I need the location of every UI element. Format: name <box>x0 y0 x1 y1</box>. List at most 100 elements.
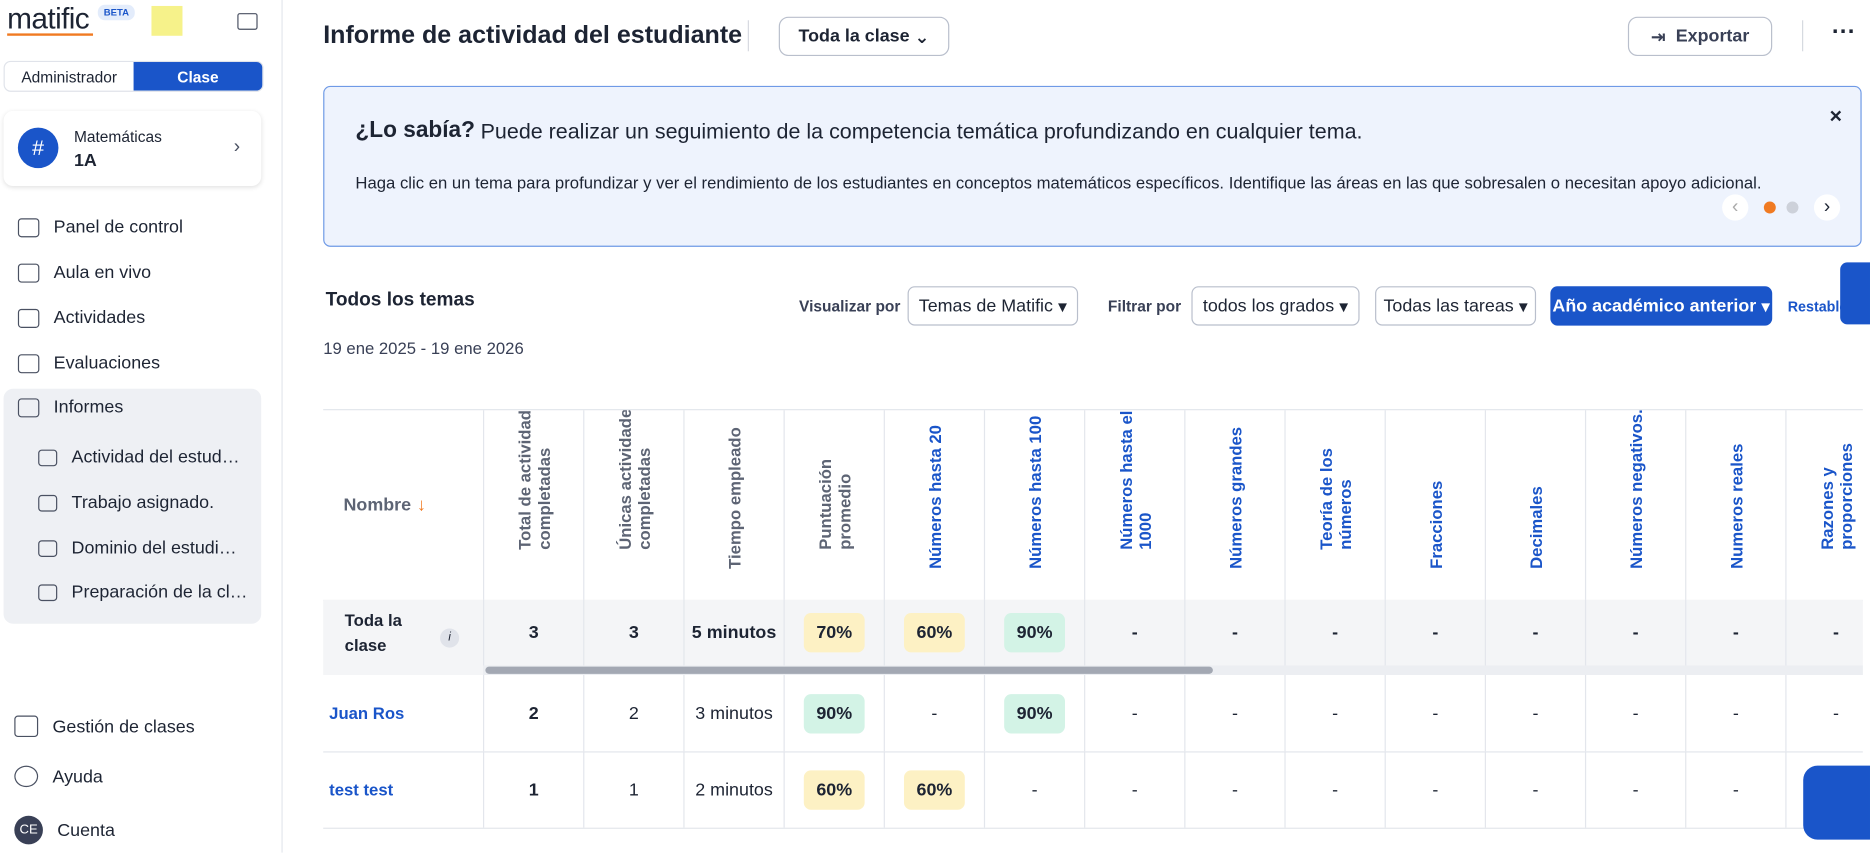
score-pill: 60% <box>904 612 965 653</box>
table-cell: - <box>1685 599 1785 666</box>
help-tab[interactable] <box>1840 262 1870 325</box>
nav-item[interactable]: Panel de control <box>17 217 183 237</box>
column-header[interactable]: Numeros reales <box>1685 410 1785 600</box>
more-menu[interactable]: ··· <box>1831 19 1856 46</box>
column-header[interactable]: Números negativos. <box>1584 410 1685 600</box>
column-header[interactable]: Números hasta 20 <box>883 410 984 600</box>
nav-item[interactable]: Informes <box>17 397 123 417</box>
student-name[interactable]: test test <box>329 779 394 799</box>
cell-text: - <box>1131 779 1138 800</box>
cell-text: - <box>1332 703 1339 724</box>
nav-icon <box>17 353 40 373</box>
tip-banner: ¿Lo sabía? Puede realizar un seguimiento… <box>323 85 1862 247</box>
dot[interactable] <box>1786 201 1799 214</box>
class-icon: # <box>17 127 59 169</box>
nav-item[interactable]: Ayuda <box>14 765 103 788</box>
nav-item[interactable]: Gestión de clases <box>14 715 195 738</box>
column-header: Únicas actividades completadas <box>583 410 683 600</box>
table-cell: 1 <box>483 751 583 828</box>
cell-text: - <box>1532 779 1539 800</box>
row-line <box>323 751 1863 753</box>
table-cell: - <box>1785 599 1870 666</box>
class-card[interactable]: # Matemáticas 1A › <box>3 110 262 187</box>
next-button[interactable]: › <box>1813 194 1841 221</box>
column-header-text: Números hasta 20 <box>924 425 944 569</box>
column-header[interactable]: Números hasta 100 <box>983 410 1084 600</box>
score-pill: 90% <box>804 693 865 733</box>
nav-icon <box>17 397 40 417</box>
column-header[interactable]: Teoría de los números <box>1284 410 1384 600</box>
report-item[interactable]: Actividad del estud… <box>38 447 240 467</box>
nav-item[interactable]: Evaluaciones <box>17 353 160 373</box>
row-line <box>323 827 1863 829</box>
column-header-text: Números grandes <box>1225 426 1245 569</box>
tab[interactable]: Administrador <box>21 67 117 86</box>
info-icon[interactable]: i <box>440 628 460 648</box>
filter-text: todos los grados <box>1202 295 1335 317</box>
cell-text: 1 <box>628 779 639 800</box>
student-name[interactable]: Juan Ros <box>329 703 405 723</box>
column-header[interactable]: Números grandes <box>1184 410 1284 600</box>
table-cell: - <box>1685 675 1785 752</box>
view-label: Visualizar por <box>799 296 901 315</box>
nav-item[interactable]: Actividades <box>17 308 145 328</box>
row-line <box>323 409 1863 411</box>
nav-icon <box>38 449 58 466</box>
cell-text: - <box>1432 622 1439 643</box>
table-cell: - <box>1384 751 1485 828</box>
nav-item[interactable]: CE Cuenta <box>14 815 115 845</box>
table-cell: 90% <box>783 675 884 752</box>
score-pill: 60% <box>904 769 965 810</box>
reset-link[interactable]: Restable <box>1787 298 1848 315</box>
cell-text: 5 minutos <box>691 622 777 643</box>
table-cell: - <box>1184 675 1284 752</box>
cell-text: - <box>1031 779 1038 800</box>
nav-text: Trabajo asignado. <box>71 492 215 513</box>
report-item[interactable]: Trabajo asignado. <box>38 493 214 513</box>
column-header[interactable]: Razones y proporciones <box>1785 410 1870 600</box>
report-item[interactable]: Preparación de la cl… <box>38 582 248 602</box>
column-header[interactable]: Decimales <box>1484 410 1585 600</box>
scrollbar-thumb[interactable] <box>485 666 1213 674</box>
nav-text: Cuenta <box>57 819 115 841</box>
column-header[interactable]: Fracciones <box>1384 410 1485 600</box>
nav-text: Dominio del estudi… <box>71 537 237 559</box>
table-cell: - <box>1284 675 1384 752</box>
chat-button[interactable] <box>1803 765 1870 840</box>
table-cell: 3 <box>483 599 583 666</box>
column-header[interactable]: Números hasta el 1000 <box>1084 410 1184 600</box>
close-button[interactable]: × <box>1829 103 1842 128</box>
grade-filter[interactable]: todos los grados ▾ <box>1191 286 1360 326</box>
name-header[interactable]: Nombre ↓ <box>343 495 426 515</box>
table-cell: - <box>1384 675 1485 752</box>
export-button[interactable]: ⇥ Exportar <box>1627 16 1773 57</box>
dot[interactable] <box>1763 201 1776 214</box>
cell-text: 3 <box>628 622 639 643</box>
prev-button[interactable]: ‹ <box>1722 194 1749 221</box>
task-filter[interactable]: Todas las tareas ▾ <box>1375 286 1537 326</box>
subject: Matemáticas <box>73 127 162 146</box>
table-cell: - <box>1785 675 1870 752</box>
table-cell: - <box>1384 599 1485 666</box>
collapse-icon[interactable] <box>237 13 258 30</box>
column-header-text: Números negativos. <box>1626 410 1646 569</box>
filter-text: Año académico anterior <box>1552 295 1757 317</box>
table-cell: 60% <box>883 751 984 828</box>
nav-item[interactable]: Aula en vivo <box>17 262 151 283</box>
report-item[interactable]: Dominio del estudi… <box>38 537 237 559</box>
table-cell: 70% <box>783 599 884 666</box>
nav-icon <box>17 217 40 237</box>
column-header-text: Fracciones <box>1425 480 1445 569</box>
cell-text: - <box>1432 703 1439 724</box>
year-filter[interactable]: Año académico anterior ▾ <box>1550 286 1773 326</box>
cell-text: 3 minutos <box>695 703 773 724</box>
nav-icon <box>14 715 39 738</box>
logo[interactable]: matific <box>7 2 90 36</box>
column-header-text: Numeros reales <box>1726 443 1746 569</box>
class-select[interactable]: Toda la clase ⌄ <box>778 16 950 57</box>
tab[interactable]: Clase <box>133 62 263 91</box>
date-range: 19 ene 2025 - 19 ene 2026 <box>323 338 524 358</box>
view-select[interactable]: Temas de Matific ▾ <box>907 286 1079 326</box>
filter-label: Filtrar por <box>1107 296 1182 315</box>
